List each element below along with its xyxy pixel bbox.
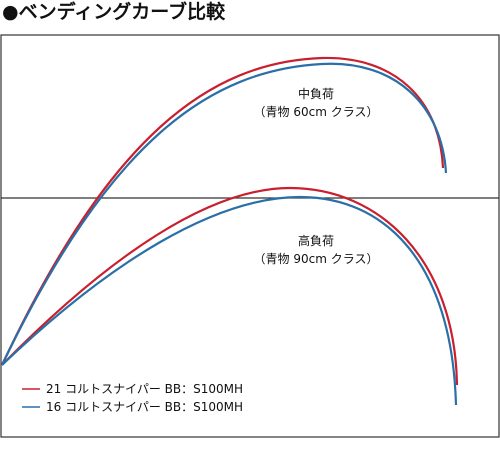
curve-medium-series-21 bbox=[1, 56, 445, 366]
chart-frame bbox=[0, 34, 500, 438]
panel-high-label: 高負荷 bbox=[298, 233, 334, 248]
panel-medium-sublabel: （青物 60cm クラス） bbox=[254, 105, 379, 119]
curve-high-series-16 bbox=[1, 195, 458, 406]
curve-medium-series-16 bbox=[1, 62, 448, 366]
legend: 21 コルトスナイパー BB：S100MH 16 コルトスナイパー BB：S10… bbox=[22, 382, 243, 414]
legend-label-series-16: 16 コルトスナイパー BB：S100MH bbox=[46, 400, 243, 414]
curve-high-series-21 bbox=[1, 186, 459, 386]
legend-label-series-21: 21 コルトスナイパー BB：S100MH bbox=[46, 382, 243, 396]
panel-medium-label: 中負荷 bbox=[298, 86, 334, 101]
chart-title: ●ベンディングカーブ比較 bbox=[2, 1, 226, 23]
panel-high-sublabel: （青物 90cm クラス） bbox=[254, 252, 379, 266]
